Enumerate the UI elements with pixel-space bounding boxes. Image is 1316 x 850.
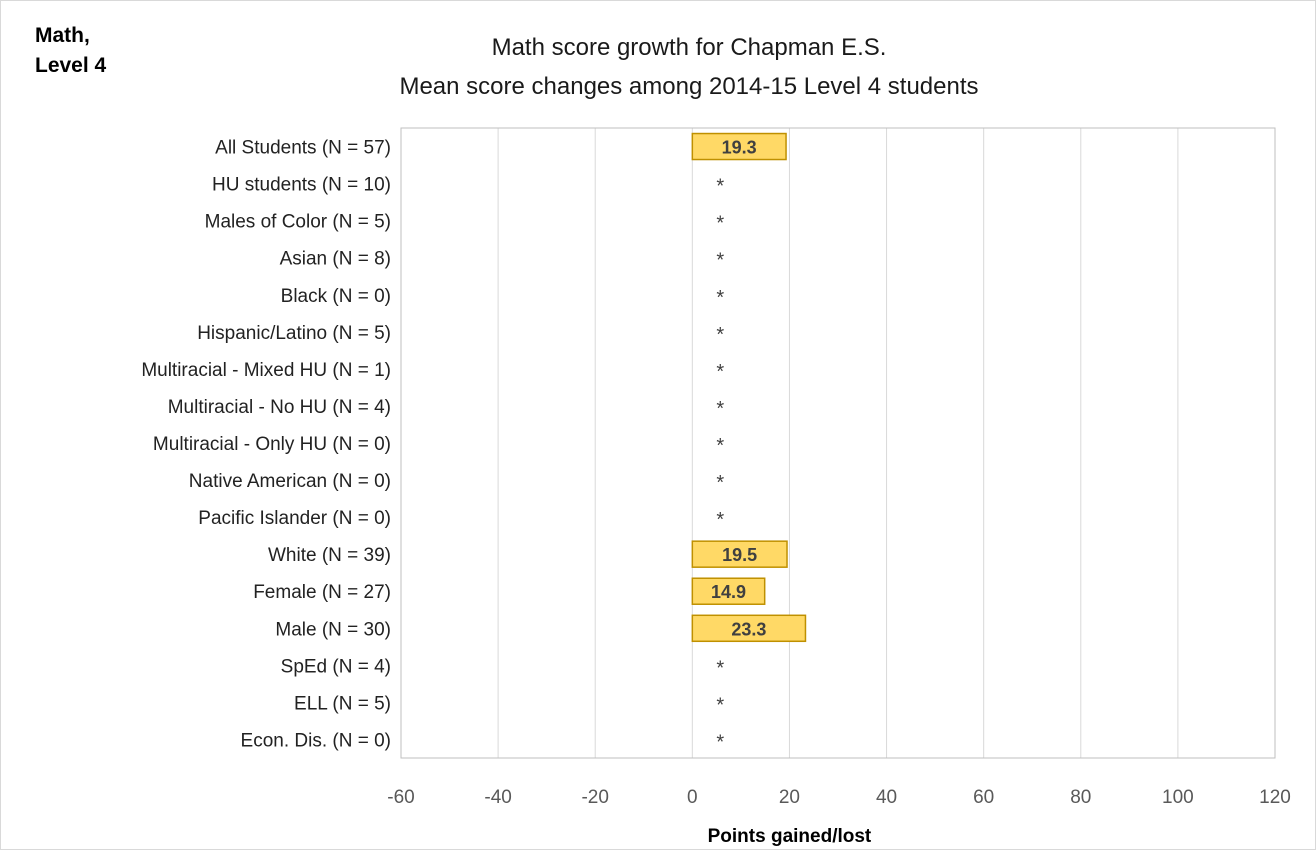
bar <box>691 540 788 568</box>
category-label: Multiracial - Only HU (N = 0) <box>153 434 391 455</box>
category-label: Male (N = 30) <box>275 619 391 640</box>
bar-value-label: 23.3 <box>731 619 766 639</box>
x-tick-label: 100 <box>1162 787 1194 808</box>
category-label: HU students (N = 10) <box>212 175 391 196</box>
bar <box>691 577 766 605</box>
category-label: Female (N = 27) <box>253 582 391 603</box>
suppressed-marker: * <box>716 213 724 235</box>
suppressed-marker: * <box>716 324 724 346</box>
category-label: Pacific Islander (N = 0) <box>198 508 391 529</box>
chart-subtitle: Mean score changes among 2014-15 Level 4… <box>399 73 979 100</box>
suppressed-marker: * <box>716 250 724 272</box>
category-label: Econ. Dis. (N = 0) <box>241 730 391 751</box>
bar-value-label: 19.5 <box>722 545 757 565</box>
category-label: Native American (N = 0) <box>189 471 391 492</box>
suppressed-marker: * <box>716 287 724 309</box>
category-label: Hispanic/Latino (N = 5) <box>197 323 391 344</box>
category-label: Black (N = 0) <box>281 286 391 307</box>
x-tick-label: -60 <box>387 787 414 808</box>
x-tick-label: 80 <box>1070 787 1091 808</box>
category-label: ELL (N = 5) <box>294 693 391 714</box>
suppressed-marker: * <box>716 176 724 198</box>
suppressed-marker: * <box>716 361 724 383</box>
bar-value-label: 14.9 <box>711 582 746 602</box>
bar-value-label: 19.3 <box>722 138 757 158</box>
category-label: White (N = 39) <box>268 545 391 566</box>
suppressed-marker: * <box>716 731 724 753</box>
bar <box>691 132 787 161</box>
chart-title: Math score growth for Chapman E.S. <box>491 34 887 61</box>
x-tick-label: -20 <box>581 787 608 808</box>
category-label: Males of Color (N = 5) <box>205 212 391 233</box>
suppressed-marker: * <box>716 509 724 531</box>
x-tick-label: 40 <box>876 787 897 808</box>
category-label: Multiracial - No HU (N = 4) <box>168 397 391 418</box>
x-tick-label: 60 <box>973 787 994 808</box>
suppressed-marker: * <box>716 435 724 457</box>
corner-label-line2: Level 4 <box>35 54 107 77</box>
x-tick-label: 20 <box>779 787 800 808</box>
category-label: SpEd (N = 4) <box>281 656 391 677</box>
category-label: All Students (N = 57) <box>215 138 391 159</box>
suppressed-marker: * <box>716 657 724 679</box>
x-tick-label: 120 <box>1259 787 1291 808</box>
corner-label: Math, Level 4 <box>35 21 106 81</box>
plot-area-border <box>400 127 1276 759</box>
category-label: Multiracial - Mixed HU (N = 1) <box>141 360 391 381</box>
x-tick-label: 0 <box>687 787 698 808</box>
suppressed-marker: * <box>716 694 724 716</box>
suppressed-marker: * <box>716 472 724 494</box>
suppressed-marker: * <box>716 398 724 420</box>
x-axis-title: Points gained/lost <box>708 826 872 847</box>
bar <box>691 614 807 643</box>
x-tick-label: -40 <box>484 787 511 808</box>
corner-label-line1: Math, <box>35 24 90 47</box>
category-label: Asian (N = 8) <box>280 249 391 270</box>
